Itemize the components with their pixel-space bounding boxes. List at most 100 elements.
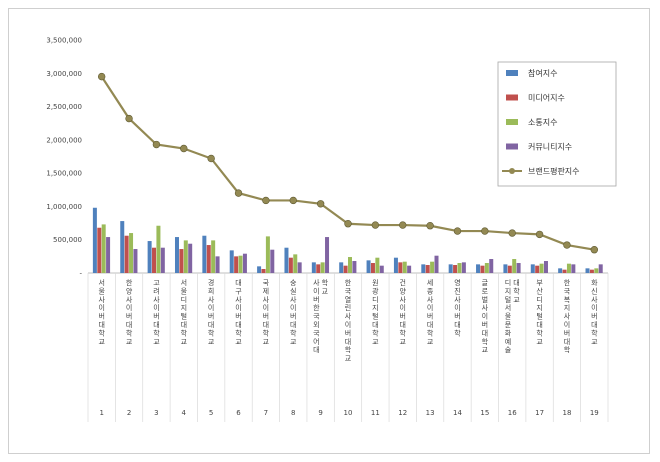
bar-소통지수 bbox=[101, 224, 106, 273]
bar-소통지수 bbox=[238, 255, 243, 273]
bar-커뮤니티지수 bbox=[461, 262, 466, 273]
bar-참여지수 bbox=[257, 266, 262, 273]
y-tick-label: 2,000,000 bbox=[46, 136, 82, 144]
point-브랜드평판지수 bbox=[97, 72, 106, 81]
point-브랜드평판지수 bbox=[152, 140, 161, 149]
bar-소통지수 bbox=[594, 268, 599, 273]
bar-참여지수 bbox=[530, 264, 535, 273]
rank-label: 8 bbox=[291, 409, 295, 417]
bar-커뮤니티지수 bbox=[297, 262, 302, 273]
bar-커뮤니티지수 bbox=[379, 265, 384, 273]
y-tick-label: 1,000,000 bbox=[46, 203, 82, 211]
bar-참여지수 bbox=[202, 235, 207, 273]
rank-label: 7 bbox=[264, 409, 268, 417]
point-브랜드평판지수 bbox=[125, 114, 133, 123]
point-브랜드평판지수 bbox=[344, 220, 352, 228]
bar-참여지수 bbox=[558, 268, 563, 273]
point-브랜드평판지수 bbox=[535, 230, 544, 239]
bar-커뮤니티지수 bbox=[489, 259, 494, 273]
rank-label: 15 bbox=[480, 409, 489, 417]
bar-커뮤니티지수 bbox=[133, 249, 138, 273]
bar-커뮤니티지수 bbox=[188, 243, 193, 273]
bar-미디어지수 bbox=[288, 257, 293, 273]
bar-미디어지수 bbox=[535, 265, 540, 273]
point-브랜드평판지수 bbox=[207, 154, 215, 163]
point-브랜드평판지수 bbox=[371, 221, 380, 229]
bar-미디어지수 bbox=[179, 249, 184, 273]
rank-label: 14 bbox=[453, 409, 462, 417]
legend-label: 커뮤니티지수 bbox=[528, 142, 572, 152]
bar-소통지수 bbox=[402, 261, 407, 273]
rank-label: 2 bbox=[127, 409, 131, 417]
rank-label: 3 bbox=[154, 409, 158, 417]
bar-미디어지수 bbox=[261, 269, 266, 273]
legend-label: 소통지수 bbox=[528, 118, 557, 127]
bar-참여지수 bbox=[585, 268, 590, 273]
bar-소통지수 bbox=[265, 236, 270, 273]
bar-미디어지수 bbox=[370, 263, 375, 273]
point-브랜드평판지수 bbox=[426, 222, 434, 230]
bar-참여지수 bbox=[339, 262, 344, 273]
bar-참여지수 bbox=[448, 264, 453, 273]
point-브랜드평판지수 bbox=[590, 246, 599, 254]
bar-참여지수 bbox=[92, 207, 97, 273]
bar-소통지수 bbox=[183, 240, 188, 273]
bar-소통지수 bbox=[457, 263, 462, 273]
legend-swatch-미디어지수 bbox=[506, 94, 518, 101]
bar-미디어지수 bbox=[316, 264, 321, 273]
bar-미디어지수 bbox=[234, 256, 239, 273]
bar-참여지수 bbox=[366, 260, 371, 273]
bar-소통지수 bbox=[512, 259, 517, 273]
bar-커뮤니티지수 bbox=[106, 237, 111, 273]
point-브랜드평판지수 bbox=[262, 196, 270, 205]
point-브랜드평판지수 bbox=[508, 229, 516, 237]
bar-미디어지수 bbox=[124, 235, 129, 273]
bar-참여지수 bbox=[476, 264, 481, 273]
rank-label: 17 bbox=[535, 409, 544, 417]
bar-커뮤니티지수 bbox=[160, 247, 165, 273]
bar-참여지수 bbox=[503, 264, 508, 273]
bar-커뮤니티지수 bbox=[215, 256, 220, 273]
bar-참여지수 bbox=[120, 221, 125, 273]
bar-소통지수 bbox=[484, 263, 489, 273]
point-브랜드평판지수 bbox=[234, 189, 243, 197]
bar-커뮤니티지수 bbox=[352, 261, 357, 273]
legend-swatch-소통지수 bbox=[506, 119, 518, 125]
bar-소통지수 bbox=[156, 225, 161, 273]
bar-커뮤니티지수 bbox=[571, 264, 576, 273]
rank-label: 6 bbox=[236, 409, 241, 417]
bar-소통지수 bbox=[293, 254, 298, 273]
y-tick-label: 3,000,000 bbox=[46, 70, 82, 78]
bar-소통지수 bbox=[211, 240, 216, 273]
bar-미디어지수 bbox=[425, 265, 430, 273]
legend-label: 미디어지수 bbox=[528, 93, 565, 103]
rank-label: 18 bbox=[562, 409, 571, 417]
y-tick-label: 3,500,000 bbox=[46, 37, 82, 45]
rank-label: 16 bbox=[508, 409, 517, 417]
legend-label: 참여지수 bbox=[528, 68, 557, 78]
rank-label: 12 bbox=[398, 409, 407, 417]
bar-미디어지수 bbox=[152, 247, 157, 273]
bar-소통지수 bbox=[320, 262, 325, 273]
bar-미디어지수 bbox=[507, 265, 512, 273]
bar-소통지수 bbox=[375, 257, 380, 273]
bar-참여지수 bbox=[311, 262, 316, 273]
legend-swatch-참여지수 bbox=[506, 70, 518, 76]
bar-미디어지수 bbox=[480, 265, 485, 273]
bar-미디어지수 bbox=[97, 227, 102, 273]
legend-swatch-커뮤니티지수 bbox=[506, 143, 518, 150]
point-브랜드평판지수 bbox=[481, 227, 489, 235]
